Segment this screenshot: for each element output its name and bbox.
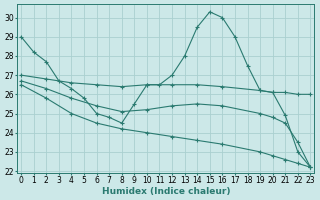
X-axis label: Humidex (Indice chaleur): Humidex (Indice chaleur) xyxy=(101,187,230,196)
